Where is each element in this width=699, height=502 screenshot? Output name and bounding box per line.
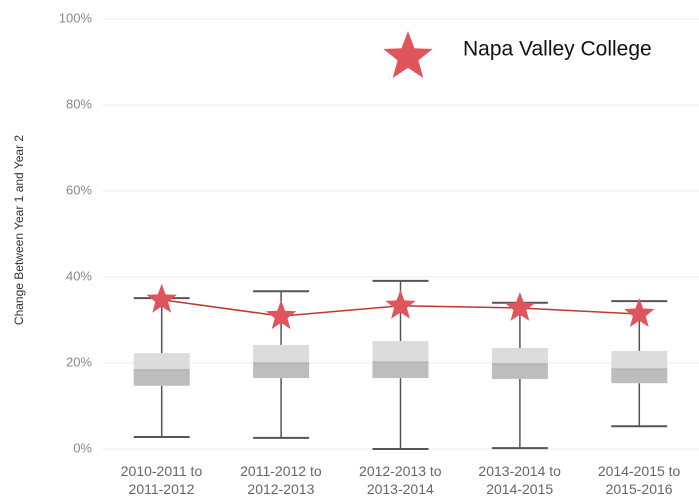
x-tick-label: 2013-2014 to 2014-2015: [478, 463, 561, 497]
x-tick-label: 2014-2015 to 2015-2016: [597, 463, 681, 497]
box-lower: [372, 362, 429, 379]
y-tick-label: 0%: [73, 440, 92, 455]
y-tick-label: 20%: [66, 354, 92, 369]
star-marker: [504, 292, 536, 321]
x-tick-label: 2012-2013 to 2013-2014: [359, 463, 442, 497]
x-tick-label: 2011-2012 to 2012-2013: [240, 463, 322, 497]
y-tick-label: 40%: [66, 268, 92, 283]
box-lower: [491, 363, 548, 379]
box-upper: [611, 350, 668, 370]
box-lower: [133, 369, 190, 386]
star-marker: [624, 298, 655, 327]
x-tick-label: 2010-2011 to 2011-2012: [120, 463, 203, 497]
legend-marker: [383, 31, 433, 78]
star-marker: [146, 283, 177, 313]
box-upper: [253, 344, 310, 363]
y-axis-label: Change Between Year 1 and Year 2: [12, 135, 26, 325]
box-upper: [491, 347, 548, 364]
box-upper: [133, 353, 190, 370]
box-upper: [372, 341, 429, 363]
y-tick-label: 100%: [59, 10, 93, 25]
legend-label: Napa Valley College: [463, 38, 652, 61]
box-lower: [253, 363, 310, 379]
star-marker: [265, 300, 297, 330]
star-marker: [385, 289, 416, 319]
y-tick-label: 80%: [66, 96, 92, 111]
y-tick-label: 60%: [66, 182, 92, 197]
box-lower: [611, 369, 668, 384]
